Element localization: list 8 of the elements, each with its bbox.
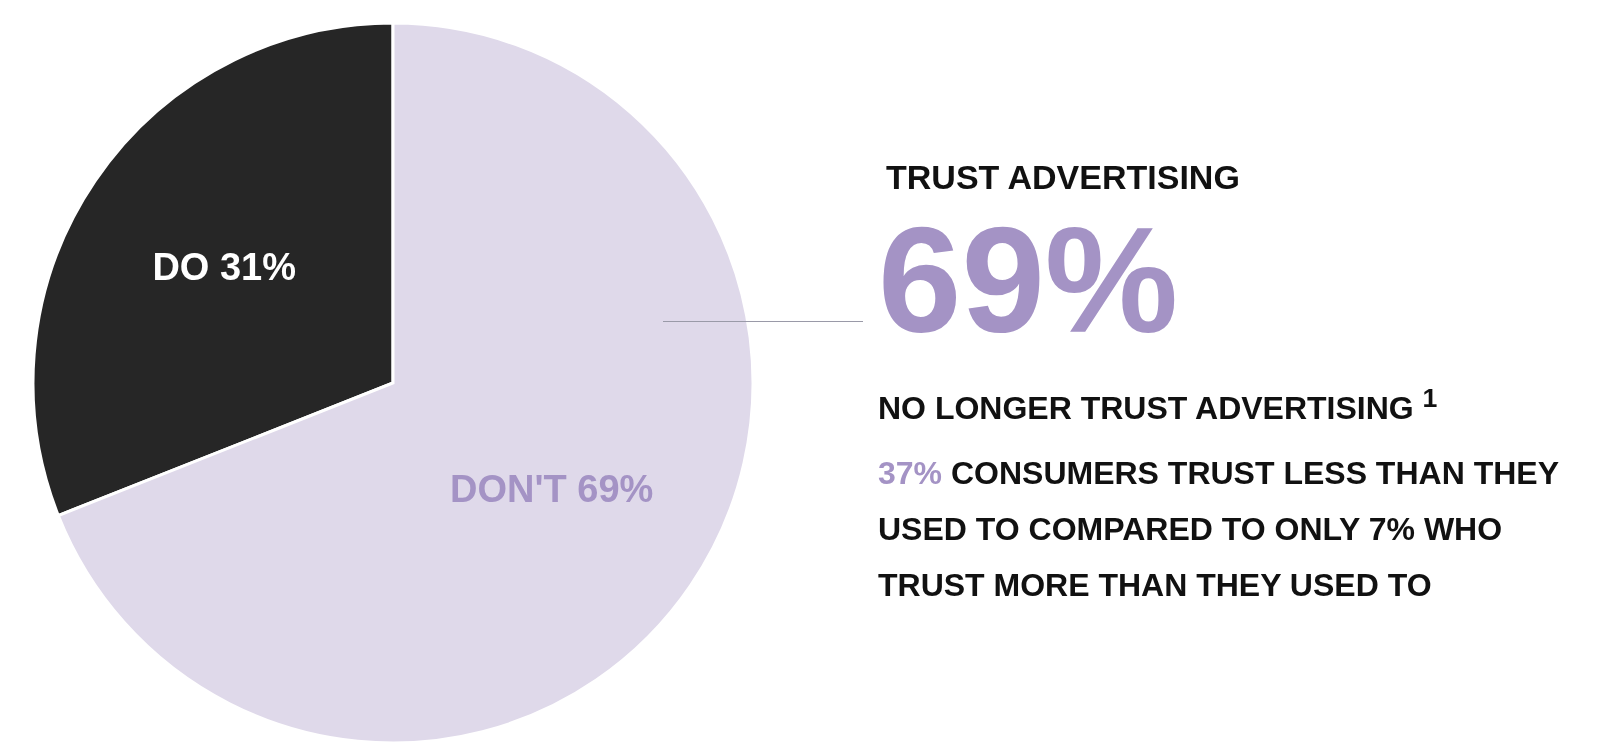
text: 37% CONSUMERS TRUST LESS THAN THEY USED TO COMPARED TO ONLY 7% WHO TRUST MORE THAN THEY USED TO <box>878 453 1560 605</box>
slice-label: DON'T <box>450 468 567 511</box>
text: NO LONGER TRUST ADVERTISING $^{1}$ <box>878 383 1439 427</box>
data-label: 69% <box>577 468 654 511</box>
text: TRUST ADVERTISING <box>886 158 1241 197</box>
slice-label: DO <box>152 245 210 288</box>
text: 69% <box>878 196 1180 364</box>
data-label: 31% <box>219 245 297 288</box>
